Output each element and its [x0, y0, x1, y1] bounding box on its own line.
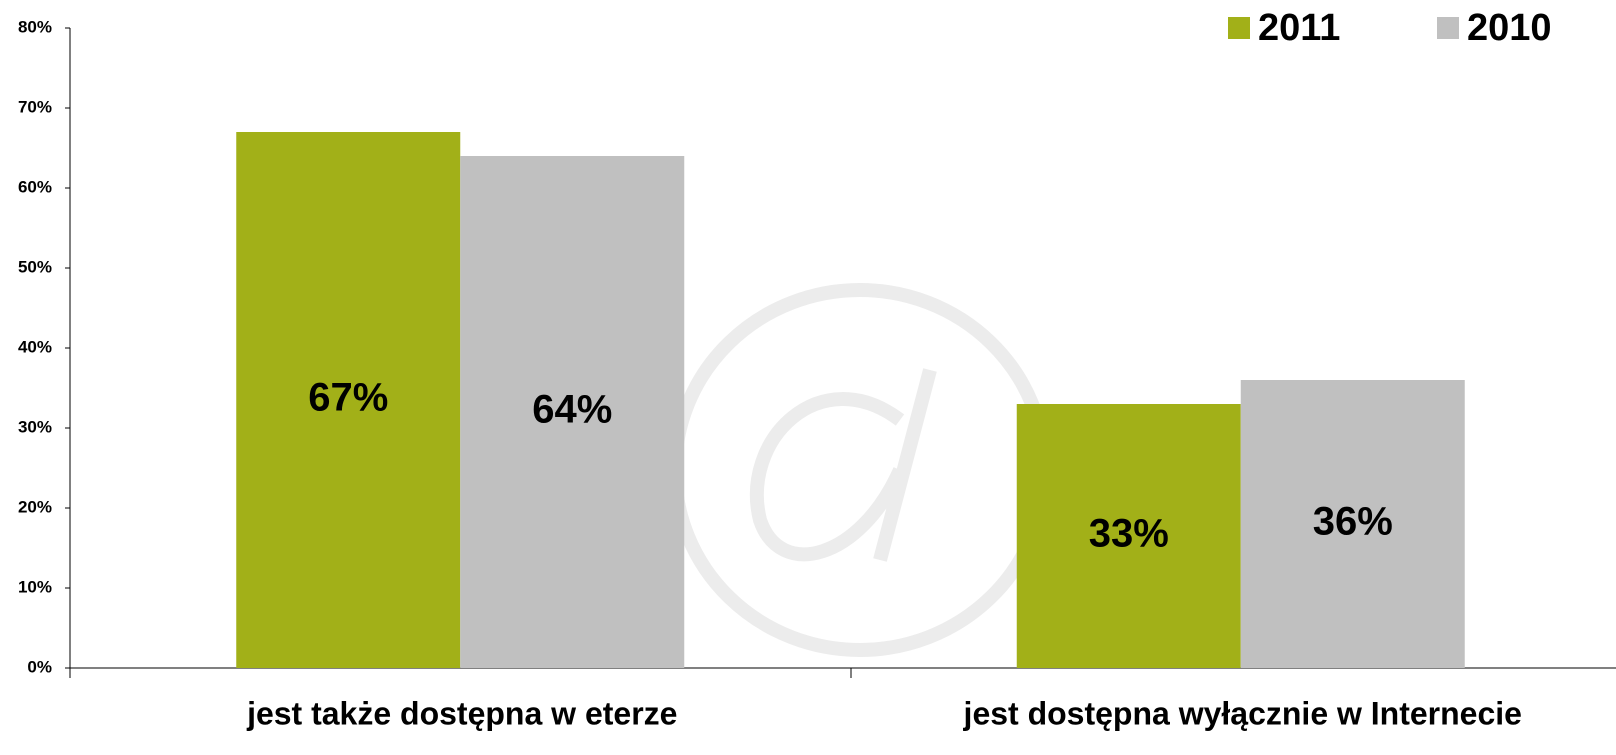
y-tick-label: 50%	[18, 257, 52, 276]
y-tick-label: 70%	[18, 97, 52, 116]
data-label: 36%	[1313, 500, 1393, 544]
legend-swatch	[1228, 17, 1250, 39]
x-tick-label: jest dostępna wyłącznie w Internecie	[963, 695, 1522, 731]
data-label: 67%	[308, 376, 388, 420]
data-label: 64%	[532, 388, 612, 432]
legend-label: 2010	[1467, 7, 1552, 49]
y-tick-label: 20%	[18, 497, 52, 516]
legend-label: 2011	[1258, 7, 1340, 49]
y-tick-label: 10%	[18, 577, 52, 596]
y-tick-label: 0%	[27, 657, 52, 676]
page: 0% 10% 20% 30% 40% 50% 60% 70% 80% jest także dos…	[0, 0, 1616, 755]
x-tick-label: jest także dostępna w eterze	[246, 695, 677, 731]
legend-swatch	[1437, 17, 1459, 39]
watermark	[675, 290, 1045, 650]
y-tick-label: 40%	[18, 337, 52, 356]
y-tick-label: 30%	[18, 417, 52, 436]
data-label: 33%	[1089, 512, 1169, 556]
y-tick-label: 80%	[18, 17, 52, 36]
chart: 0% 10% 20% 30% 40% 50% 60% 70% 80% jest także dos…	[0, 0, 1616, 755]
y-tick-label: 60%	[18, 177, 52, 196]
